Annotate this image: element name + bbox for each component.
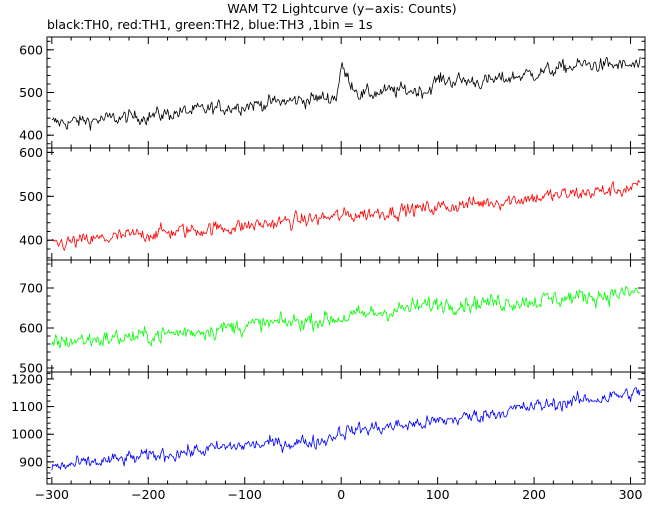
panel-th3: 900 1000 1100 1200 (11, 371, 646, 485)
y-tick-label: 900 (19, 454, 43, 469)
panel-frame (46, 259, 646, 373)
y-tick-label: 600 (19, 145, 43, 160)
series-line-th3 (51, 387, 641, 471)
panels-group: 4005006004005006005006007009001000110012… (11, 36, 646, 502)
panel-th1: 400 500 600 (19, 145, 646, 261)
y-tick-label: 600 (19, 42, 43, 57)
x-tick-label: 200 (522, 487, 546, 502)
y-tick-label: 500 (19, 85, 43, 100)
x-tick-label: −100 (228, 487, 262, 502)
panel-frame (46, 36, 646, 149)
y-tick-label: 400 (19, 128, 43, 143)
y-tick-label: 400 (19, 233, 43, 248)
panel-th2: 500 600 700 (19, 259, 646, 376)
y-tick-label: 1100 (11, 399, 43, 414)
series-line-th2 (51, 285, 641, 348)
x-tick-label: 100 (426, 487, 450, 502)
y-tick-label: 1000 (11, 427, 43, 442)
series-line-th0 (51, 56, 641, 131)
chart-title: WAM T2 Lightcurve (y−axis: Counts) (227, 1, 456, 16)
y-tick-label: 500 (19, 361, 43, 376)
y-tick-label: 1200 (11, 371, 43, 386)
x-tick-label: 0 (337, 487, 345, 502)
y-tick-label: 600 (19, 321, 43, 336)
series-line-th1 (51, 179, 641, 251)
x-tick-label: −200 (131, 487, 165, 502)
chart-subtitle: black:TH0, red:TH1, green:TH2, blue:TH3 … (47, 17, 373, 32)
x-tick-label: −300 (35, 487, 69, 502)
panel-frame (46, 147, 646, 261)
x-tick-label: 300 (619, 487, 643, 502)
panel-th0: 400 500 600 (19, 36, 646, 149)
y-tick-label: 700 (19, 281, 43, 296)
panel-frame (46, 371, 646, 485)
y-tick-label: 500 (19, 189, 43, 204)
